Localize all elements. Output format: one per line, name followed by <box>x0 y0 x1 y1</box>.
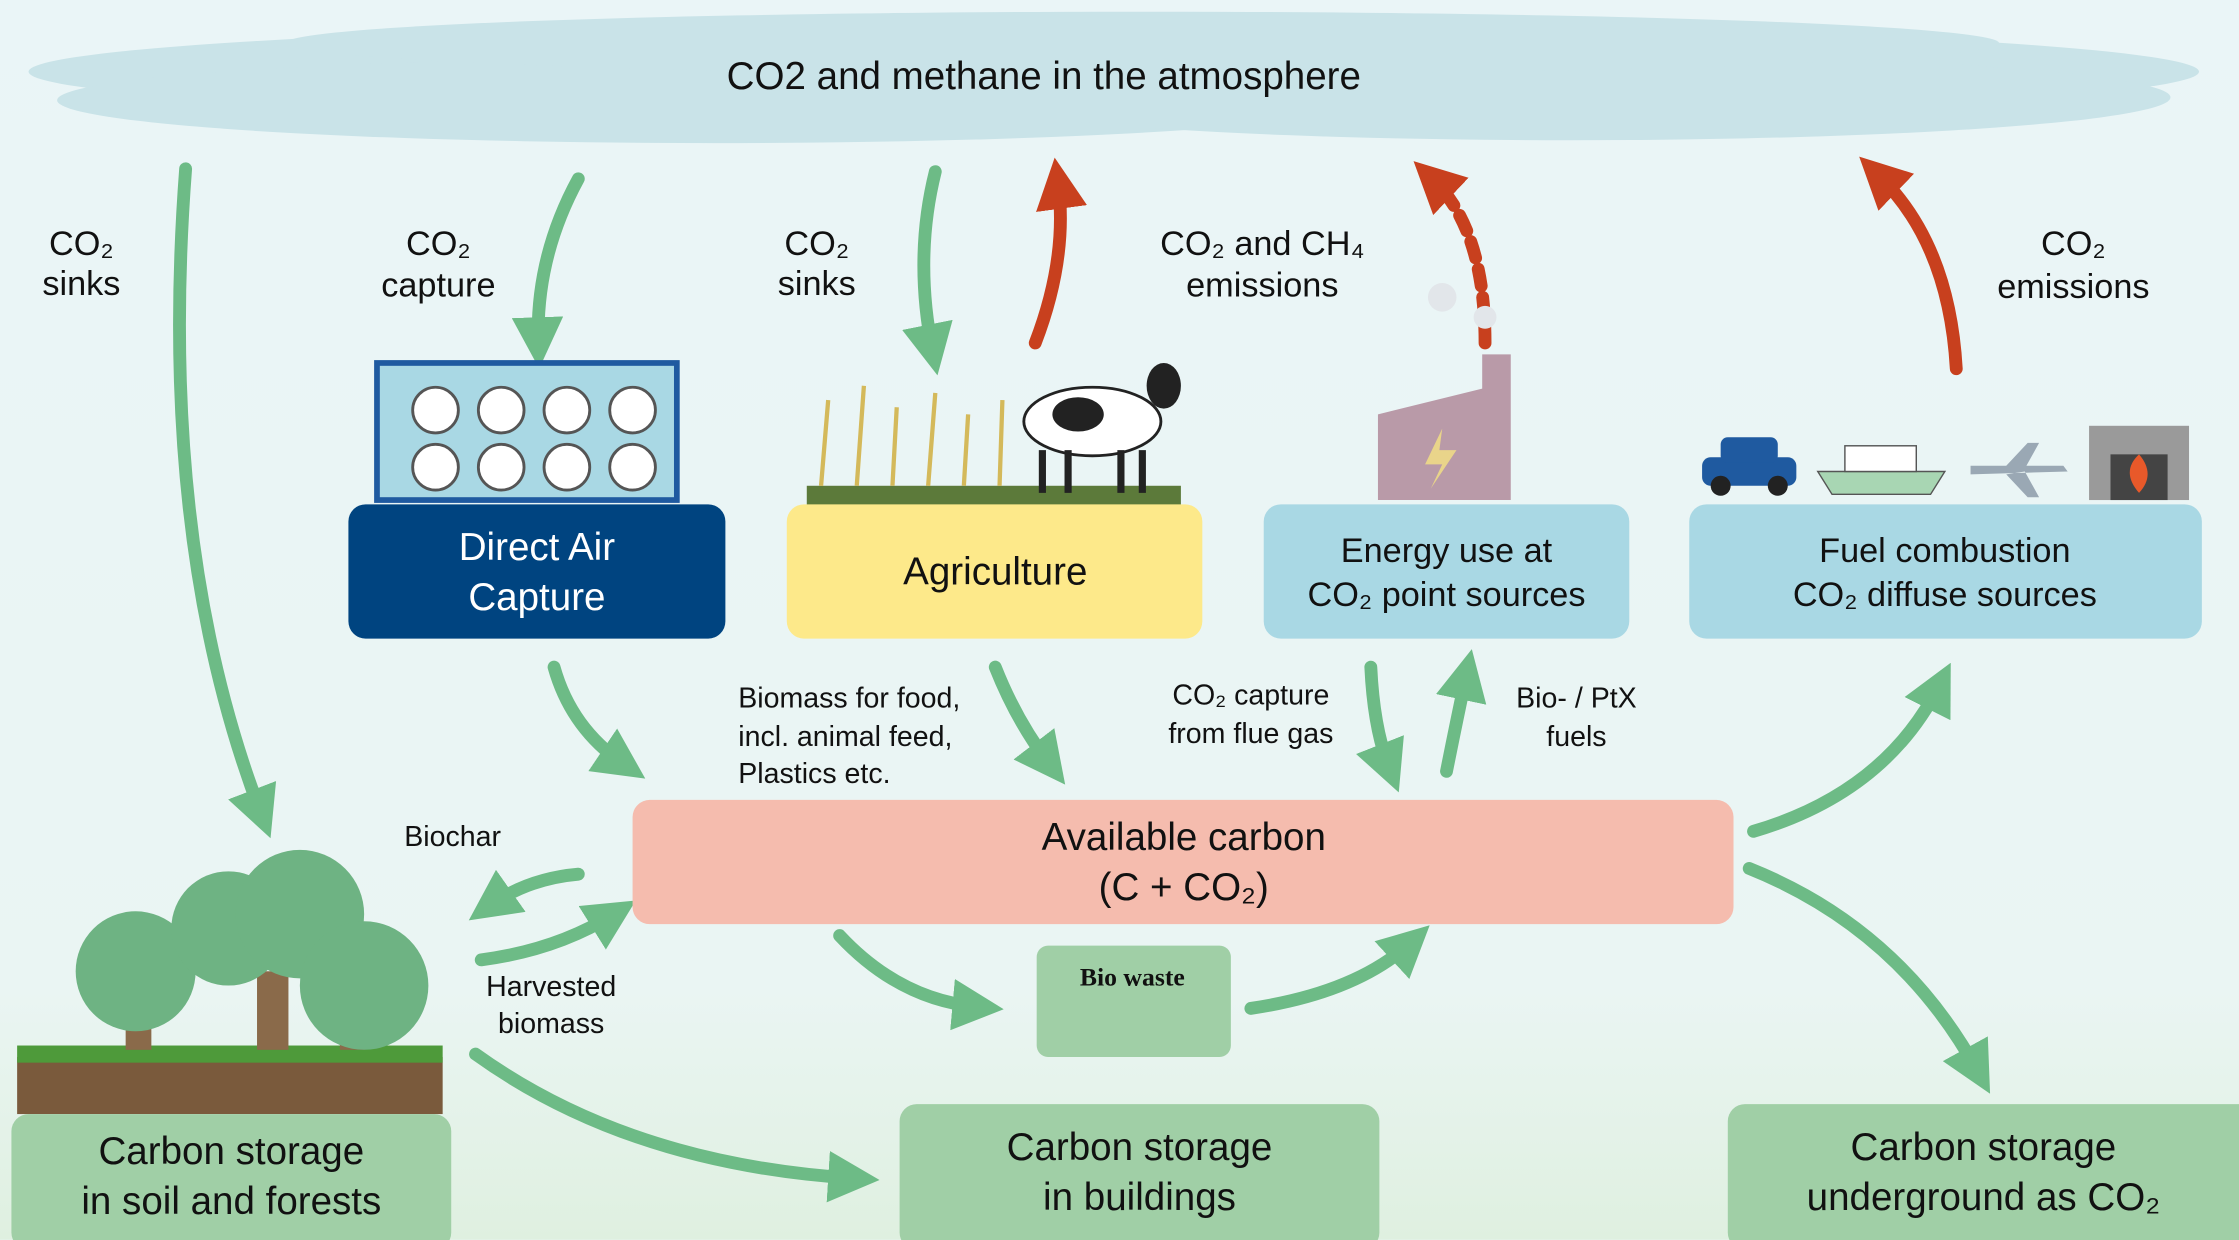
page: { "atmosphere": {"label": "CO2 and metha… <box>0 0 2239 1240</box>
node-box <box>1728 1104 2239 1240</box>
flow-label: Bio- / PtX <box>1516 683 1637 715</box>
node-label: Direct Air <box>459 526 616 569</box>
node-label: (C + CO₂) <box>1099 866 1269 909</box>
flow-label: capture <box>381 266 495 304</box>
node-label: Available carbon <box>1042 816 1326 859</box>
flow-label: emissions <box>1997 268 2149 306</box>
node-label: in buildings <box>1043 1176 1236 1219</box>
flow-label: CO₂ capture <box>1172 680 1329 712</box>
node-label: Carbon storage <box>98 1130 364 1173</box>
node-box <box>1689 504 2202 638</box>
node-label: Fuel combustion <box>1819 532 2070 570</box>
flow-label: Biochar <box>404 821 501 853</box>
flow-label: fuels <box>1546 721 1606 753</box>
node-label: Energy use at <box>1341 532 1553 570</box>
node-label: underground as CO₂ <box>1807 1176 2161 1219</box>
node-label: Bio waste <box>1080 963 1185 992</box>
node-label: CO₂ diffuse sources <box>1793 576 2097 614</box>
node-label: CO₂ point sources <box>1307 576 1585 614</box>
flow-label: emissions <box>1186 266 1338 304</box>
node-label: Carbon storage <box>1007 1126 1273 1169</box>
flow-label: CO₂ <box>49 225 114 263</box>
node-box <box>1264 504 1630 638</box>
flow-label: Biomass for food, <box>738 683 960 715</box>
node-label: in soil and forests <box>81 1180 381 1223</box>
flow-label: sinks <box>42 265 120 303</box>
atmosphere-label: CO2 and methane in the atmosphere <box>727 55 1361 98</box>
flow-label: biomass <box>498 1008 604 1040</box>
flow-label: incl. animal feed, <box>738 721 952 753</box>
flow-label: from flue gas <box>1168 718 1333 750</box>
node-label: Agriculture <box>903 550 1087 593</box>
flow-label: CO₂ <box>406 225 471 263</box>
diagram: CO2 and methane in the atmosphere <box>0 0 2239 1240</box>
flow-label: CO₂ <box>784 225 849 263</box>
flow-label: sinks <box>778 265 856 303</box>
flow-label: CO₂ <box>2041 225 2106 263</box>
flow-label: Plastics etc. <box>738 758 890 790</box>
node-label: Capture <box>468 576 605 619</box>
flow-label: CO₂ and CH₄ <box>1160 225 1364 263</box>
flow-label: Harvested <box>486 971 616 1003</box>
node-label: Carbon storage <box>1851 1126 2117 1169</box>
node-box <box>900 1104 1380 1240</box>
dac-icon <box>377 363 677 500</box>
